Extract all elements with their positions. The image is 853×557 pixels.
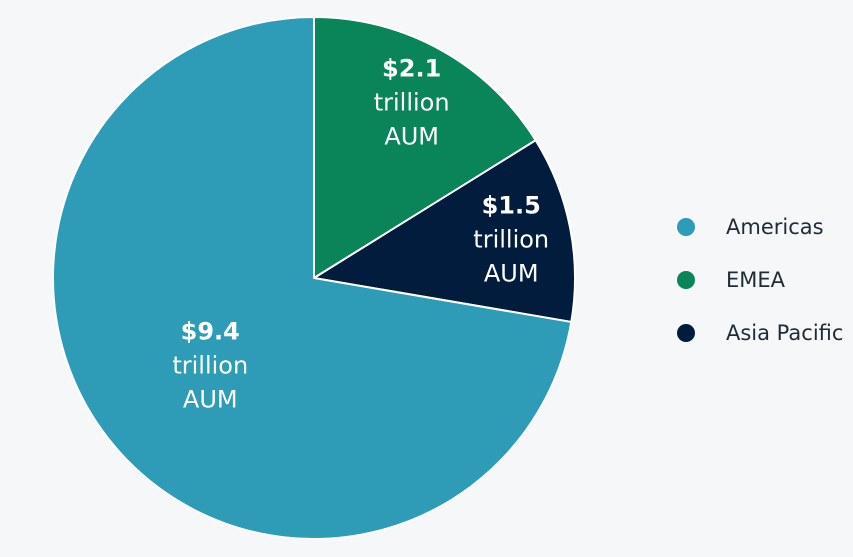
pie-slices (52, 16, 576, 540)
pie-slice-asia-pacific (313, 139, 576, 323)
slice-label-emea-value: $2.1 (382, 54, 441, 82)
slice-label-emea-line3: AUM (384, 122, 439, 150)
legend-item-asia-pacific: Asia Pacific (677, 306, 853, 359)
slice-label-asia-pacific-value: $1.5 (482, 191, 541, 219)
slice-label-emea-line2: trillion (374, 88, 450, 116)
legend-label-asia-pacific: Asia Pacific (726, 320, 844, 345)
legend: Americas EMEA Asia Pacific (677, 200, 853, 359)
legend-item-emea: EMEA (677, 253, 853, 306)
slice-label-americas-line2: trillion (172, 352, 248, 380)
slice-label-americas-line3: AUM (183, 386, 238, 414)
legend-swatch-emea (677, 270, 695, 289)
legend-label-emea: EMEA (726, 267, 786, 292)
legend-swatch-americas (677, 217, 695, 236)
pie-labels: $2.1 trillion AUM $1.5 trillion AUM $9.4 trilli… (172, 54, 549, 413)
pie-slice-emea (313, 16, 537, 279)
legend-item-americas: Americas (677, 200, 853, 253)
slice-label-asia-pacific-line2: trillion (473, 225, 549, 253)
legend-label-americas: Americas (726, 214, 824, 239)
pie-slice-americas (52, 16, 573, 540)
legend-swatch-asia-pacific (677, 323, 695, 342)
slice-label-americas-value: $9.4 (181, 318, 240, 346)
slice-label-asia-pacific-line3: AUM (484, 259, 539, 287)
